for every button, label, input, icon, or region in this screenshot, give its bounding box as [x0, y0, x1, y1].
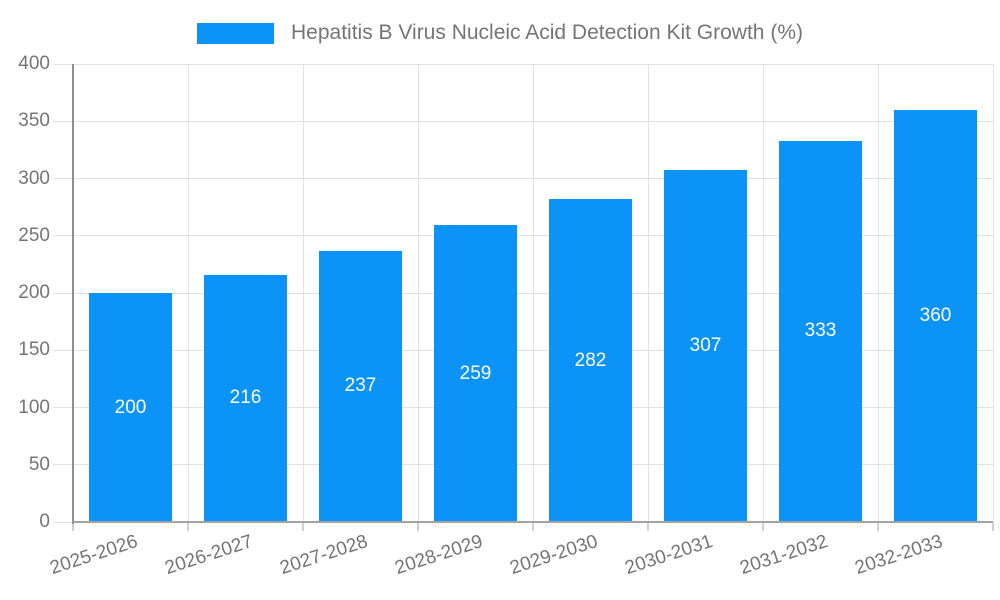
bar-value-label: 360	[919, 304, 952, 326]
bar-value-label: 216	[229, 387, 262, 409]
x-tick-mark	[532, 523, 534, 531]
legend-label: Hepatitis B Virus Nucleic Acid Detection…	[291, 21, 803, 44]
x-tick-mark	[417, 523, 419, 531]
x-axis-tick-label: 2027-2028	[277, 531, 370, 580]
x-axis-tick-label: 2030-2031	[622, 531, 715, 580]
bar-value-label: 307	[689, 335, 722, 357]
x-gridline	[762, 64, 764, 522]
x-tick-mark	[302, 523, 304, 531]
x-axis-tick-label: 2029-2030	[507, 531, 600, 580]
y-tick-mark	[53, 407, 73, 408]
bar	[319, 250, 402, 521]
bar-value-label: 333	[804, 320, 837, 342]
x-axis-tick-label: 2031-2032	[737, 531, 830, 580]
y-tick-mark	[53, 235, 73, 237]
y-axis-tick-label: 350	[18, 110, 50, 132]
x-gridline	[302, 64, 304, 522]
bar	[779, 140, 862, 521]
y-axis-tick-label: 50	[28, 453, 50, 475]
y-tick-mark	[53, 292, 73, 294]
y-tick-mark	[53, 63, 73, 65]
x-tick-mark	[647, 523, 649, 531]
y-tick-mark	[53, 521, 73, 523]
x-gridline	[417, 64, 419, 522]
bar-value-label: 282	[574, 349, 607, 371]
bar	[549, 199, 632, 521]
x-axis-tick-label: 2026-2027	[162, 531, 255, 580]
x-tick-mark	[762, 523, 764, 531]
y-axis-tick-label: 100	[18, 396, 50, 418]
chart-legend[interactable]: Hepatitis B Virus Nucleic Acid Detection…	[0, 20, 1000, 46]
y-tick-mark	[53, 464, 73, 466]
y-axis-tick-label: 400	[18, 53, 50, 74]
x-tick-mark	[877, 523, 879, 531]
bar-value-label: 259	[459, 362, 492, 384]
y-axis-tick-label: 200	[18, 282, 50, 303]
y-tick-mark	[53, 120, 73, 122]
x-axis-tick-label: 2025-2026	[47, 531, 140, 580]
bar-value-label: 237	[344, 375, 377, 397]
x-gridline	[647, 64, 649, 522]
bar-value-label: 200	[114, 396, 147, 418]
x-gridline	[532, 64, 534, 522]
y-tick-mark	[53, 178, 73, 179]
bar	[434, 225, 517, 521]
x-axis-line	[73, 521, 993, 523]
x-axis-tick-label: 2028-2029	[392, 531, 485, 580]
y-axis-line	[72, 64, 74, 524]
bar	[204, 274, 287, 521]
x-gridline	[877, 64, 879, 522]
y-axis-tick-label: 300	[18, 167, 50, 189]
x-tick-mark	[187, 523, 189, 531]
bar	[89, 293, 172, 521]
y-axis-tick-label: 250	[18, 224, 50, 246]
y-tick-mark	[53, 349, 73, 351]
y-axis-tick-label: 150	[18, 339, 50, 361]
bar	[664, 170, 747, 521]
x-tick-mark	[72, 523, 74, 531]
x-tick-mark	[992, 523, 994, 531]
legend-swatch	[197, 22, 275, 44]
y-axis-tick-label: 0	[39, 511, 50, 532]
x-axis-tick-label: 2032-2033	[852, 531, 945, 580]
x-gridline	[187, 64, 189, 522]
bar	[894, 109, 977, 521]
x-gridline	[992, 64, 994, 522]
